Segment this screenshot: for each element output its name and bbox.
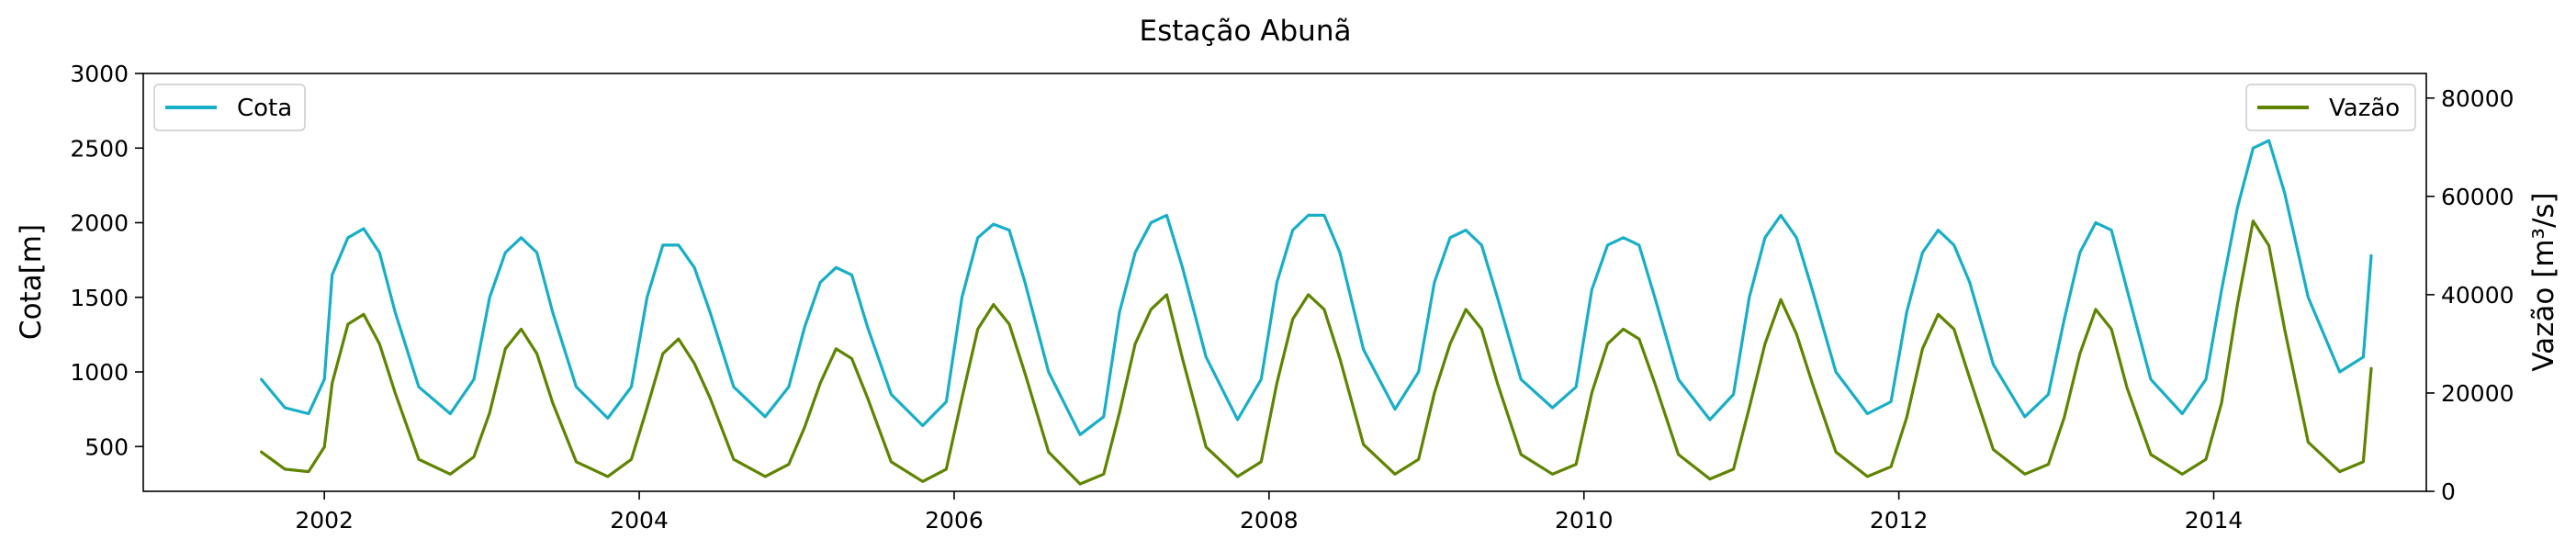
y-right-tick-label: 60000 bbox=[2441, 184, 2514, 210]
x-tick-label: 2010 bbox=[1555, 507, 1614, 534]
x-tick-label: 2014 bbox=[2185, 507, 2244, 534]
x-tick-label: 2012 bbox=[1870, 507, 1929, 534]
x-tick-label: 2004 bbox=[610, 507, 669, 534]
x-tick-label: 2006 bbox=[925, 507, 984, 534]
x-tick-label: 2002 bbox=[295, 507, 354, 534]
x-axis: 2002 2004 2006 2008 2010 2012 2014 bbox=[295, 491, 2243, 534]
legend-right-label: Vazão bbox=[2329, 95, 2400, 122]
chart-title: Estação Abunã bbox=[1140, 15, 1352, 48]
y-axis-right-label: Vazão [m³/s] bbox=[2527, 192, 2560, 371]
y-right-tick-label: 20000 bbox=[2441, 380, 2514, 407]
series-line-vazao bbox=[260, 219, 2373, 486]
y-axis-right: 0 20000 40000 60000 80000 bbox=[2426, 85, 2514, 505]
legend-left: Cota bbox=[153, 84, 306, 131]
legend-left-label: Cota bbox=[237, 95, 292, 122]
y-left-tick-label: 1000 bbox=[70, 359, 129, 386]
x-tick-label: 2008 bbox=[1240, 507, 1299, 534]
legend-right: Vazão bbox=[2245, 84, 2416, 131]
y-axis-left-label: Cota[m] bbox=[15, 224, 48, 340]
y-left-tick-label: 3000 bbox=[70, 61, 129, 87]
y-left-tick-label: 2500 bbox=[70, 135, 129, 162]
y-left-tick-label: 2000 bbox=[70, 210, 129, 237]
y-right-tick-label: 0 bbox=[2441, 478, 2456, 505]
y-left-tick-label: 500 bbox=[84, 433, 129, 460]
legend-left-frame bbox=[153, 84, 306, 131]
y-right-tick-label: 80000 bbox=[2441, 85, 2514, 112]
plot-area bbox=[142, 73, 2427, 492]
series-line-cota bbox=[260, 139, 2373, 436]
series-lines bbox=[260, 139, 2373, 486]
legend-right-frame bbox=[2245, 84, 2416, 131]
y-axis-left: 500 1000 1500 2000 2500 3000 bbox=[70, 61, 143, 460]
y-left-tick-label: 1500 bbox=[70, 285, 129, 311]
y-right-tick-label: 40000 bbox=[2441, 282, 2514, 309]
